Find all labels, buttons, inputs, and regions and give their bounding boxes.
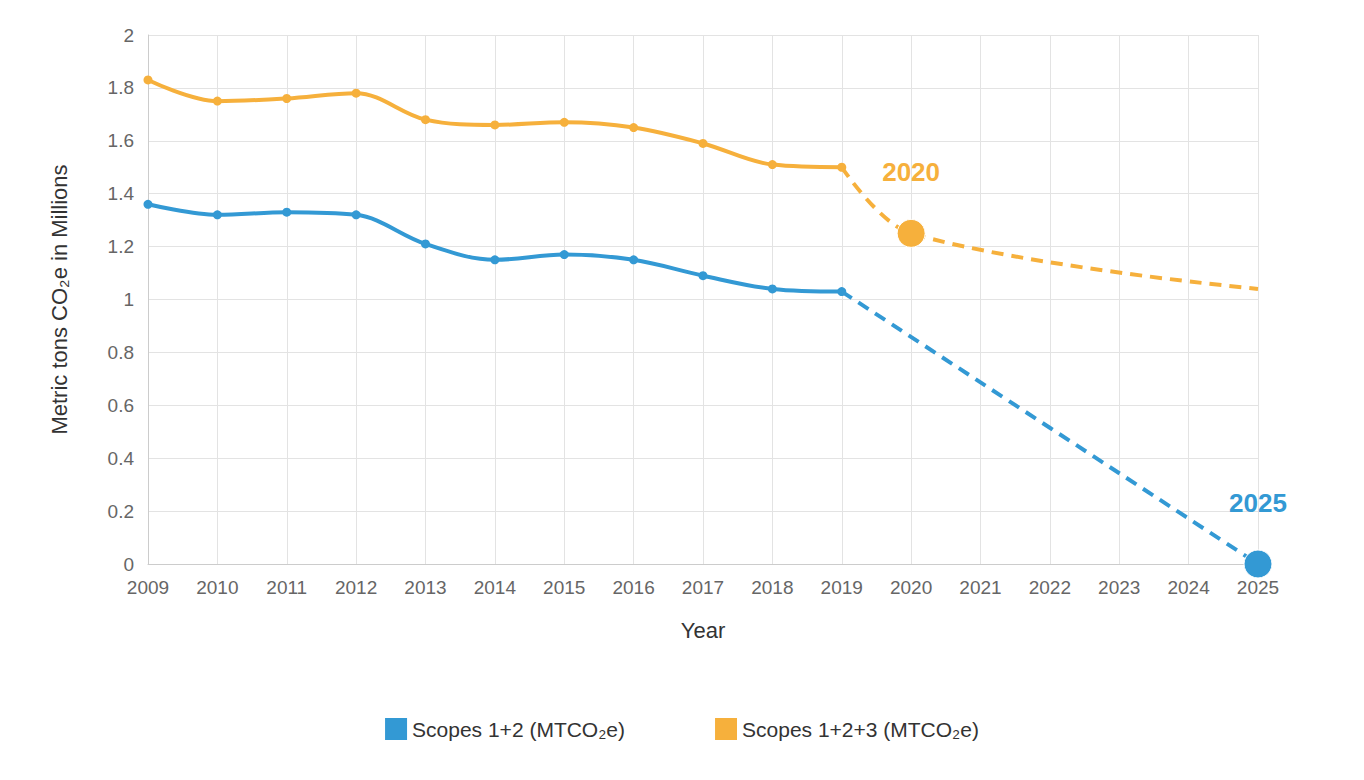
svg-text:1.8: 1.8 xyxy=(108,77,134,98)
svg-text:0.2: 0.2 xyxy=(108,501,134,522)
svg-text:2025: 2025 xyxy=(1237,577,1279,598)
svg-text:2023: 2023 xyxy=(1098,577,1140,598)
svg-text:2016: 2016 xyxy=(612,577,654,598)
svg-text:2024: 2024 xyxy=(1167,577,1210,598)
svg-text:2021: 2021 xyxy=(959,577,1001,598)
svg-text:2: 2 xyxy=(123,25,134,46)
svg-text:1.6: 1.6 xyxy=(108,130,134,151)
svg-text:2014: 2014 xyxy=(474,577,517,598)
svg-text:2013: 2013 xyxy=(404,577,446,598)
svg-text:2015: 2015 xyxy=(543,577,585,598)
svg-text:0.6: 0.6 xyxy=(108,395,134,416)
svg-text:Metric tons CO₂e in Millions: Metric tons CO₂e in Millions xyxy=(47,164,72,434)
svg-text:2022: 2022 xyxy=(1029,577,1071,598)
svg-text:2010: 2010 xyxy=(196,577,238,598)
svg-text:1.4: 1.4 xyxy=(108,183,135,204)
svg-text:2020: 2020 xyxy=(890,577,932,598)
svg-text:2017: 2017 xyxy=(682,577,724,598)
svg-text:Scopes 1+2 (MTCO₂e): Scopes 1+2 (MTCO₂e) xyxy=(412,718,625,741)
svg-text:1.2: 1.2 xyxy=(108,236,134,257)
svg-text:2025: 2025 xyxy=(1229,488,1287,518)
svg-text:0.4: 0.4 xyxy=(108,448,135,469)
svg-text:2018: 2018 xyxy=(751,577,793,598)
svg-text:2009: 2009 xyxy=(127,577,169,598)
svg-text:Scopes 1+2+3 (MTCO₂e): Scopes 1+2+3 (MTCO₂e) xyxy=(742,718,979,741)
svg-text:1: 1 xyxy=(123,289,134,310)
svg-text:Year: Year xyxy=(681,618,725,643)
svg-text:2020: 2020 xyxy=(882,157,940,187)
svg-text:0: 0 xyxy=(123,554,134,575)
svg-text:0.8: 0.8 xyxy=(108,342,134,363)
svg-text:2012: 2012 xyxy=(335,577,377,598)
svg-text:2019: 2019 xyxy=(821,577,863,598)
svg-text:2011: 2011 xyxy=(266,577,307,598)
